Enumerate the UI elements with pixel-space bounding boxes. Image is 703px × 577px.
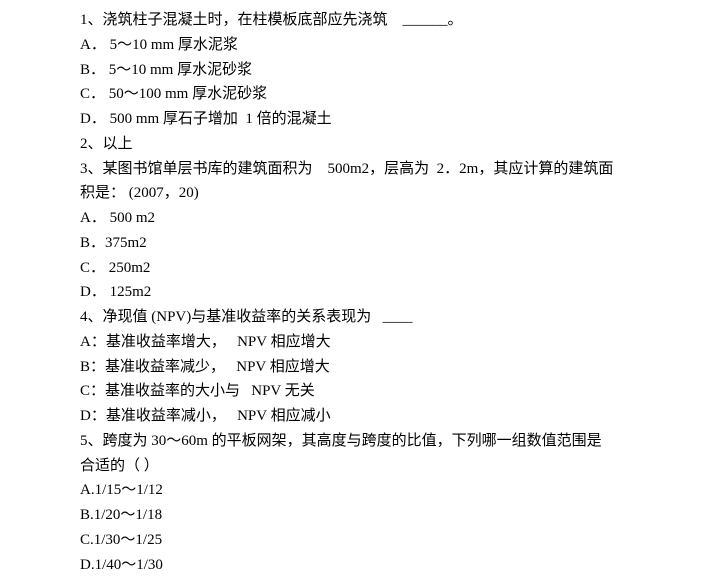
- text-line: B.1/20～1/18: [80, 503, 703, 528]
- text-line: B． 5～10 mm 厚水泥砂浆: [80, 58, 703, 83]
- text-line: A：基准收益率增大， NPV 相应增大: [80, 330, 703, 355]
- text-line: 3、某图书馆单层书库的建筑面积为 500m2，层高为 2．2m，其应计算的建筑面: [80, 157, 703, 182]
- text-line: C． 50～100 mm 厚水泥砂浆: [80, 82, 703, 107]
- text-line: D.1/40～1/30: [80, 553, 703, 577]
- text-line: D：基准收益率减小， NPV 相应减小: [80, 404, 703, 429]
- text-line: B．375m2: [80, 231, 703, 256]
- text-line: A． 5～10 mm 厚水泥浆: [80, 33, 703, 58]
- text-line: A.1/15～1/12: [80, 478, 703, 503]
- document-content: 1、浇筑柱子混凝土时，在柱模板底部应先浇筑 ______。 A． 5～10 mm…: [80, 8, 703, 577]
- text-line: 5、跨度为 30～60m 的平板网架，其高度与跨度的比值，下列哪一组数值范围是: [80, 429, 703, 454]
- text-line: 1、浇筑柱子混凝土时，在柱模板底部应先浇筑 ______。: [80, 8, 703, 33]
- text-line: 积是： (2007，20): [80, 181, 703, 206]
- text-line: 4、净现值 (NPV)与基准收益率的关系表现为 ____: [80, 305, 703, 330]
- text-line: C.1/30～1/25: [80, 528, 703, 553]
- text-line: C． 250m2: [80, 256, 703, 281]
- text-line: C：基准收益率的大小与 NPV 无关: [80, 379, 703, 404]
- text-line: 合适的（ ）: [80, 454, 703, 479]
- text-line: A． 500 m2: [80, 206, 703, 231]
- text-line: D． 125m2: [80, 280, 703, 305]
- text-line: B：基准收益率减少， NPV 相应增大: [80, 355, 703, 380]
- text-line: 2、以上: [80, 132, 703, 157]
- text-line: D． 500 mm 厚石子增加 1 倍的混凝土: [80, 107, 703, 132]
